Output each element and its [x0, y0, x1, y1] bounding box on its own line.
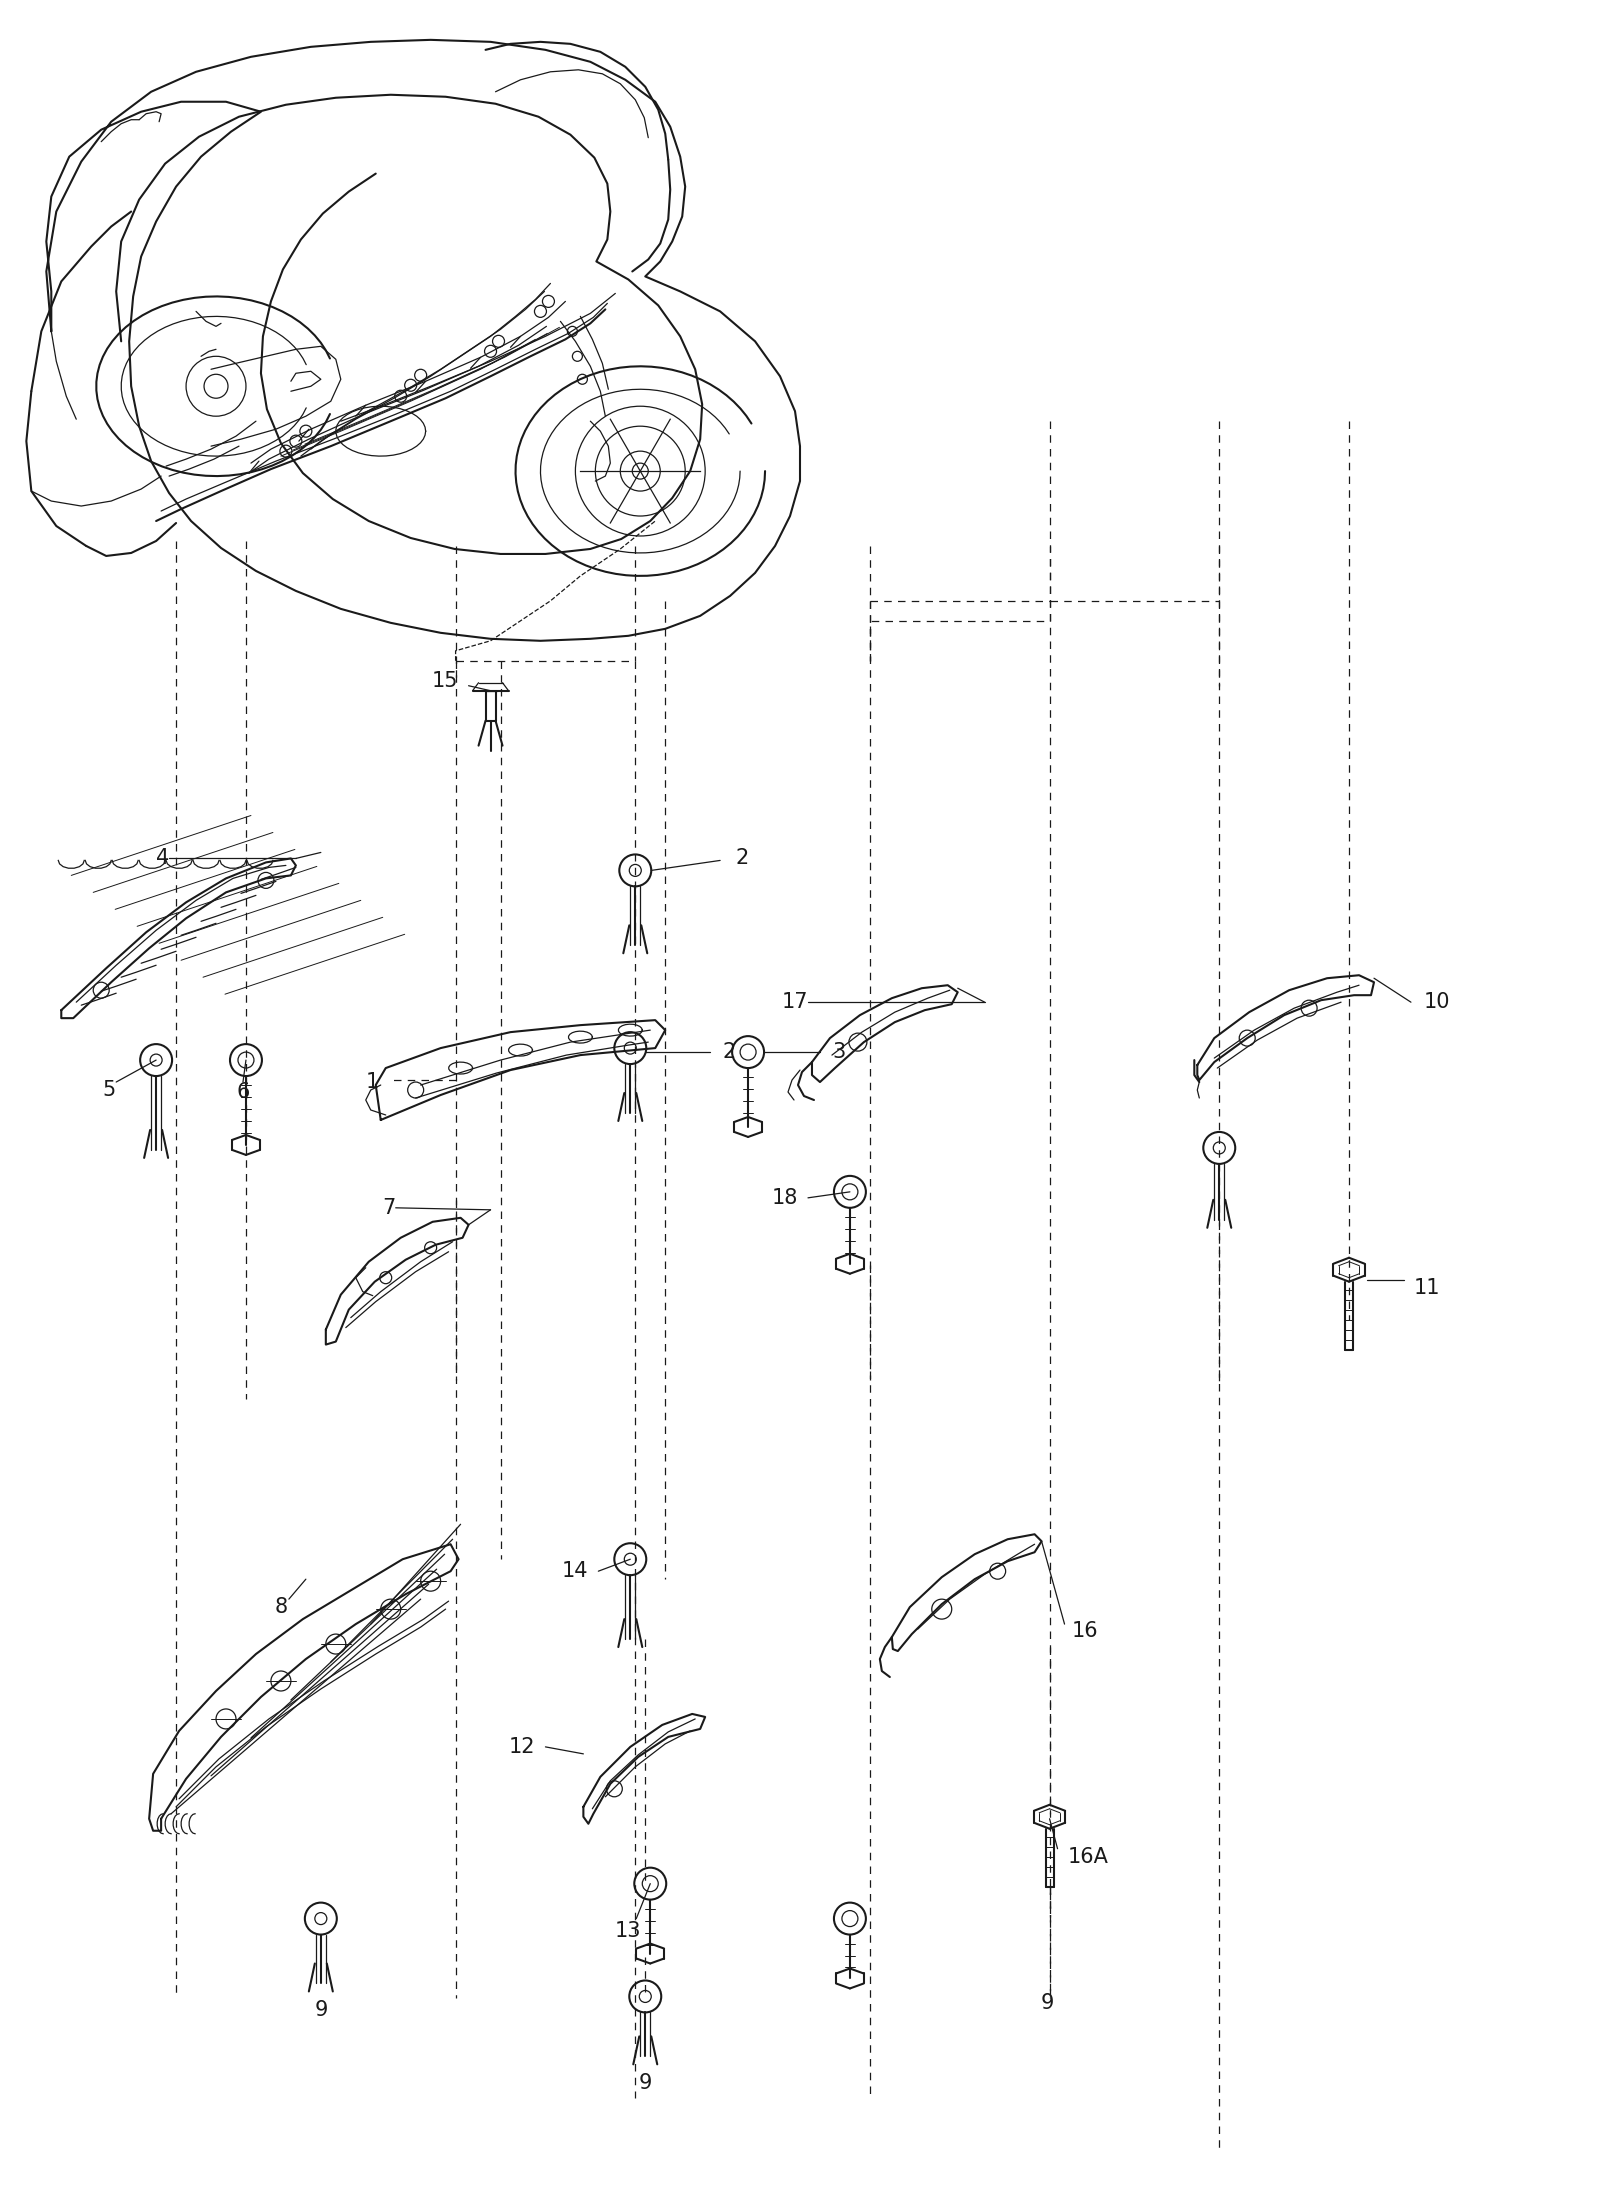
Text: 2: 2 [722, 1043, 736, 1063]
Text: 13: 13 [614, 1920, 642, 1940]
Text: 11: 11 [1414, 1277, 1440, 1297]
Text: 9: 9 [638, 2074, 651, 2094]
Text: 6: 6 [237, 1082, 250, 1102]
Text: 16: 16 [1072, 1621, 1098, 1641]
Text: 14: 14 [562, 1562, 589, 1582]
Text: 17: 17 [781, 992, 808, 1012]
Text: 3: 3 [832, 1043, 845, 1063]
Text: 7: 7 [382, 1197, 395, 1217]
Text: 16A: 16A [1067, 1847, 1109, 1867]
Text: 10: 10 [1424, 992, 1451, 1012]
Text: 4: 4 [155, 848, 170, 868]
Text: 1: 1 [365, 1071, 379, 1091]
Text: 9: 9 [1042, 1993, 1054, 2012]
Text: 12: 12 [509, 1736, 536, 1756]
Text: 9: 9 [314, 2001, 328, 2021]
Text: 2: 2 [734, 848, 749, 868]
Text: 15: 15 [432, 672, 459, 691]
Text: 18: 18 [771, 1188, 798, 1208]
Text: 5: 5 [102, 1080, 115, 1100]
Text: 8: 8 [274, 1597, 288, 1617]
